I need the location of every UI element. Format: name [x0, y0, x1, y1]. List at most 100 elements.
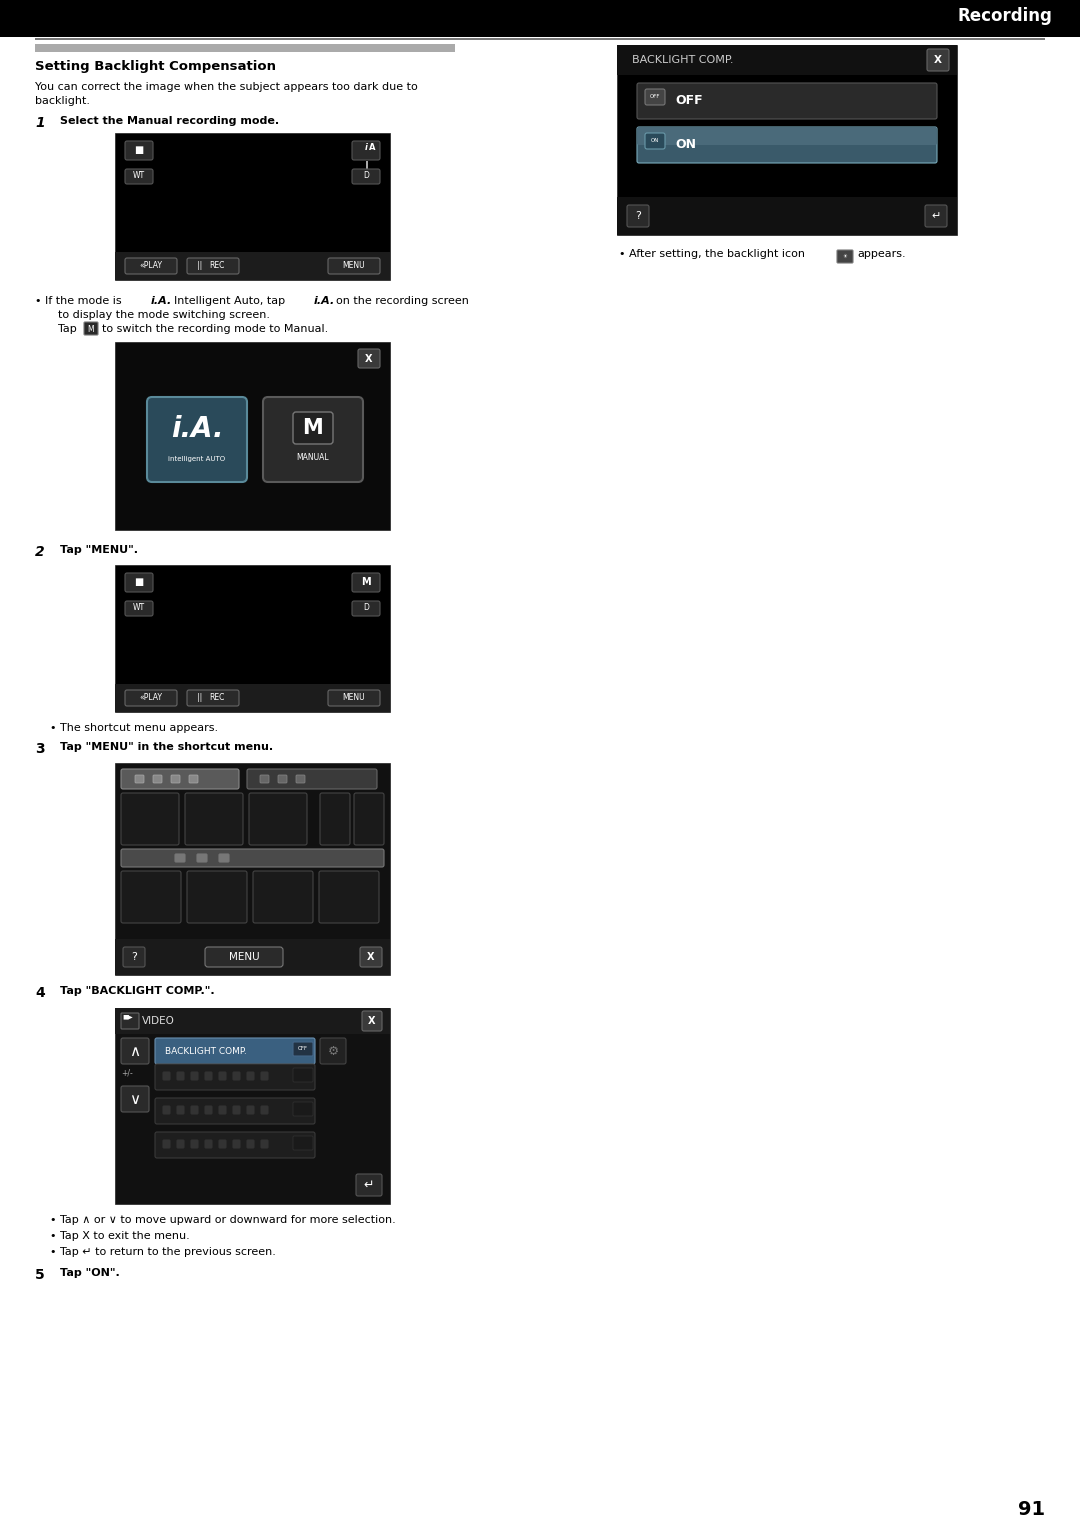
Text: ||: || — [197, 261, 202, 270]
FancyBboxPatch shape — [177, 1141, 184, 1148]
Text: X: X — [365, 354, 373, 363]
FancyBboxPatch shape — [197, 854, 207, 863]
FancyBboxPatch shape — [175, 854, 185, 863]
Text: • Tap X to exit the menu.: • Tap X to exit the menu. — [50, 1231, 190, 1241]
Text: Select the Manual recording mode.: Select the Manual recording mode. — [60, 116, 279, 127]
Bar — [114, 342, 390, 530]
Text: A: A — [368, 144, 375, 153]
FancyBboxPatch shape — [177, 1072, 184, 1080]
FancyBboxPatch shape — [125, 573, 153, 592]
FancyBboxPatch shape — [637, 127, 937, 145]
Text: ?: ? — [131, 951, 137, 962]
FancyBboxPatch shape — [293, 1067, 313, 1083]
Text: • The shortcut menu appears.: • The shortcut menu appears. — [50, 722, 218, 733]
FancyBboxPatch shape — [352, 169, 380, 183]
Text: MENU: MENU — [229, 951, 259, 962]
Bar — [114, 133, 390, 279]
FancyBboxPatch shape — [627, 205, 649, 228]
FancyBboxPatch shape — [84, 322, 98, 334]
Bar — [114, 1008, 390, 1034]
Bar — [617, 44, 957, 75]
Bar — [617, 44, 957, 235]
FancyBboxPatch shape — [320, 1038, 346, 1064]
Text: on the recording screen: on the recording screen — [336, 296, 469, 305]
Text: i: i — [365, 144, 367, 153]
Text: ON: ON — [675, 139, 696, 151]
Text: ∨: ∨ — [130, 1092, 140, 1107]
Bar — [0, 0, 1080, 32]
FancyBboxPatch shape — [261, 1106, 268, 1115]
FancyBboxPatch shape — [264, 397, 363, 483]
FancyBboxPatch shape — [125, 140, 153, 160]
FancyBboxPatch shape — [205, 947, 283, 967]
FancyBboxPatch shape — [293, 1102, 313, 1116]
FancyBboxPatch shape — [362, 1011, 382, 1031]
Text: 3: 3 — [35, 742, 44, 756]
Text: ?: ? — [635, 211, 640, 221]
Text: D: D — [363, 603, 369, 612]
Text: Tap "ON".: Tap "ON". — [60, 1267, 120, 1278]
FancyBboxPatch shape — [219, 1106, 226, 1115]
Text: WT: WT — [133, 171, 145, 180]
Text: ■▶: ■▶ — [122, 1014, 133, 1019]
FancyBboxPatch shape — [191, 1072, 198, 1080]
Text: ∧: ∧ — [130, 1043, 140, 1058]
Text: • If the mode is: • If the mode is — [35, 296, 125, 305]
FancyBboxPatch shape — [156, 1038, 315, 1064]
FancyBboxPatch shape — [293, 412, 333, 444]
Bar — [114, 764, 390, 976]
Text: MENU: MENU — [342, 693, 365, 702]
Text: 2: 2 — [35, 545, 44, 559]
FancyBboxPatch shape — [189, 776, 198, 783]
FancyBboxPatch shape — [147, 397, 247, 483]
Text: 5: 5 — [35, 1267, 44, 1283]
FancyBboxPatch shape — [328, 690, 380, 705]
Text: BACKLIGHT COMP.: BACKLIGHT COMP. — [632, 55, 733, 66]
Text: X: X — [934, 55, 942, 66]
Text: Tap "MENU" in the shortcut menu.: Tap "MENU" in the shortcut menu. — [60, 742, 273, 751]
FancyBboxPatch shape — [187, 690, 239, 705]
Text: ||: || — [197, 693, 202, 702]
FancyBboxPatch shape — [219, 854, 229, 863]
Text: Tap: Tap — [58, 324, 77, 334]
Bar — [0, 32, 1080, 37]
FancyBboxPatch shape — [261, 1141, 268, 1148]
FancyBboxPatch shape — [219, 1072, 226, 1080]
Text: ↵: ↵ — [931, 211, 941, 221]
Text: M: M — [302, 418, 323, 438]
FancyBboxPatch shape — [357, 350, 380, 368]
Text: ■: ■ — [134, 577, 144, 586]
FancyBboxPatch shape — [293, 1136, 313, 1150]
Text: Tap "BACKLIGHT COMP.".: Tap "BACKLIGHT COMP.". — [60, 986, 215, 996]
FancyBboxPatch shape — [328, 258, 380, 273]
FancyBboxPatch shape — [249, 793, 307, 844]
Text: M: M — [87, 325, 94, 333]
FancyBboxPatch shape — [645, 133, 665, 150]
FancyBboxPatch shape — [247, 1141, 254, 1148]
FancyBboxPatch shape — [121, 849, 384, 867]
Text: to display the mode switching screen.: to display the mode switching screen. — [58, 310, 270, 321]
Text: Recording: Recording — [957, 8, 1052, 24]
FancyBboxPatch shape — [163, 1072, 170, 1080]
FancyBboxPatch shape — [121, 870, 181, 922]
FancyBboxPatch shape — [924, 205, 947, 228]
FancyBboxPatch shape — [156, 1132, 315, 1157]
FancyBboxPatch shape — [319, 870, 379, 922]
FancyBboxPatch shape — [135, 776, 144, 783]
Text: 4: 4 — [35, 986, 44, 1000]
Bar — [114, 939, 390, 976]
Text: ⚙: ⚙ — [327, 1044, 339, 1058]
FancyBboxPatch shape — [156, 1098, 315, 1124]
FancyBboxPatch shape — [191, 1141, 198, 1148]
FancyBboxPatch shape — [233, 1141, 240, 1148]
Text: i.A.: i.A. — [151, 296, 172, 305]
Text: «PLAY: «PLAY — [139, 261, 162, 270]
FancyBboxPatch shape — [177, 1106, 184, 1115]
Text: • Tap ∧ or ∨ to move upward or downward for more selection.: • Tap ∧ or ∨ to move upward or downward … — [50, 1215, 395, 1225]
Text: OFF: OFF — [298, 1046, 308, 1052]
Text: REC: REC — [210, 693, 225, 702]
Bar — [617, 197, 957, 235]
FancyBboxPatch shape — [356, 1174, 382, 1196]
FancyBboxPatch shape — [278, 776, 287, 783]
FancyBboxPatch shape — [185, 793, 243, 844]
